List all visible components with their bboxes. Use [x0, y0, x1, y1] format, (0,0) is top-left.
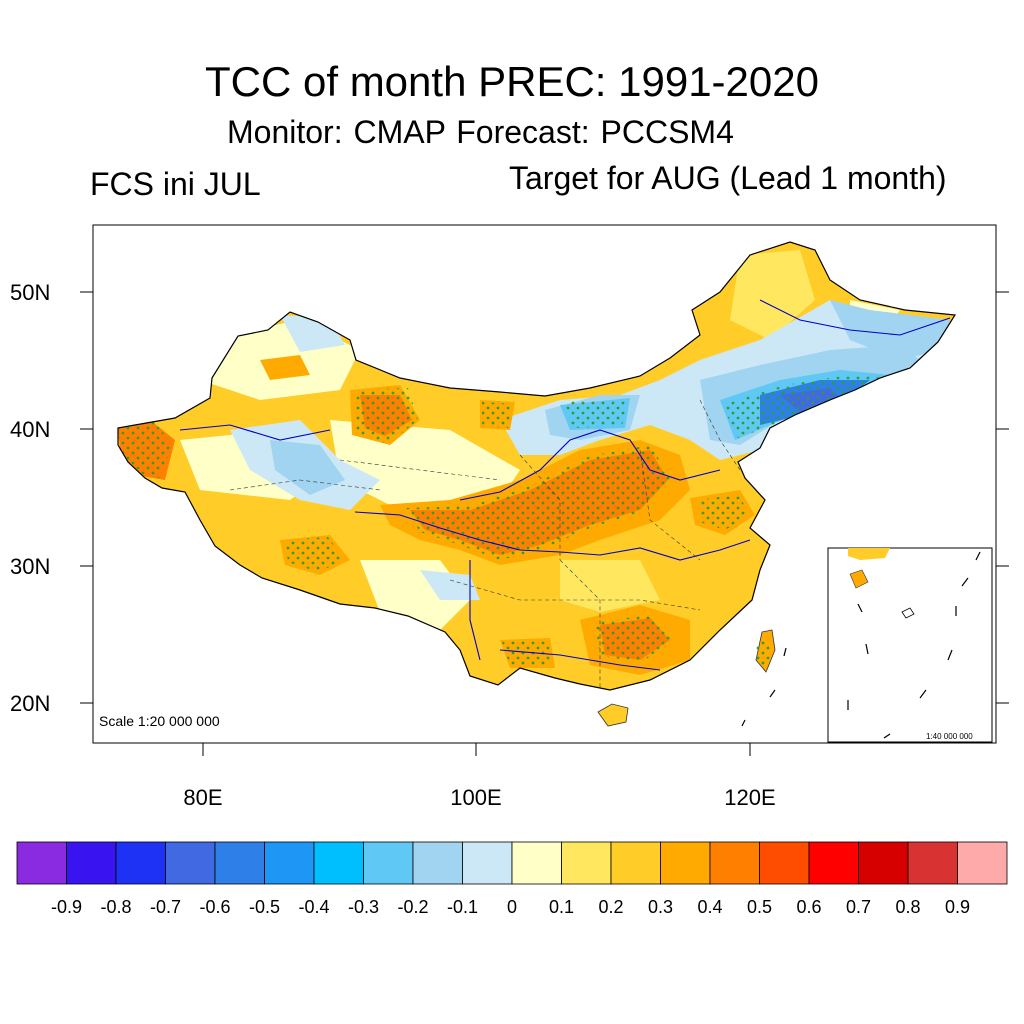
colorbar-tick-label: -0.3: [347, 897, 380, 917]
colorbar-swatch: [858, 841, 909, 885]
colorbar-tick-label: -0.7: [149, 897, 182, 917]
province-boundaries: [229, 399, 741, 690]
field-patch: [260, 355, 310, 380]
target-label: Target for AUG (Lead 1 month): [509, 160, 947, 196]
colorbar-swatch: [561, 841, 612, 885]
colorbar-tick-label: -0.6: [199, 897, 231, 917]
national-boundary: [117, 241, 957, 691]
lat-label-50n: 50N: [10, 280, 50, 305]
colorbar-tick-label: -0.5: [248, 897, 281, 917]
lat-label-20n: 20N: [10, 691, 50, 716]
colorbar-tick-label: -0.1: [446, 897, 479, 917]
field-patch: [270, 440, 345, 495]
map-title: TCC of month PREC: 1991-2020: [205, 58, 819, 105]
colorbar-tick-label: 0.4: [697, 897, 723, 917]
colorbar: [16, 841, 1008, 885]
colorbar-tick-label: 0.5: [746, 897, 773, 917]
colorbar-swatch: [462, 841, 513, 885]
colorbar-swatch: [264, 841, 315, 885]
colorbar-tick-label: 0.8: [895, 897, 921, 917]
initialization-label: FCS ini JUL: [90, 166, 261, 202]
colorbar-tick-label: 0.1: [548, 897, 575, 917]
scale-label: Scale 1:20 000 000: [99, 713, 220, 729]
colorbar-swatch: [66, 841, 117, 885]
colorbar-swatch: [759, 841, 810, 885]
axis-ticks: [80, 291, 1009, 756]
colorbar-swatch: [165, 841, 216, 885]
field-patch: [560, 560, 660, 612]
map-subtitle: Monitor: CMAP Forecast: PCCSM4: [227, 114, 734, 150]
south-china-sea-inset: 1:40 000 000: [827, 547, 993, 743]
colorbar-swatch: [313, 841, 364, 885]
colorbar-tick-label: 0.7: [845, 897, 872, 917]
colorbar-swatch: [115, 841, 166, 885]
colorbar-tick-label: 0: [506, 897, 518, 917]
colorbar-swatch: [363, 841, 414, 885]
colorbar-swatch: [214, 841, 265, 885]
colorbar-tick-label: 0.6: [796, 897, 822, 917]
significance-stippling: [118, 375, 888, 666]
inset-scale-label: 1:40 000 000: [926, 732, 973, 741]
lon-label-120e: 120E: [724, 785, 775, 810]
field-patch: [330, 420, 520, 510]
taiwan-stipple: [756, 640, 770, 666]
lat-label-30n: 30N: [10, 554, 50, 579]
colorbar-tick-label: -0.2: [397, 897, 429, 917]
colorbar-tick-label: -0.8: [100, 897, 132, 917]
colorbar-swatch: [660, 841, 711, 885]
hainan-island: [597, 703, 629, 727]
colorbar-swatch: [709, 841, 760, 885]
field-patch: [830, 300, 950, 360]
rivers: [179, 299, 951, 671]
island-marks: [741, 647, 787, 727]
field-patch: [730, 250, 815, 340]
colorbar-swatch: [907, 841, 958, 885]
colorbar-tick-label: -0.4: [298, 897, 330, 917]
colorbar-swatch: [957, 841, 1008, 885]
field-patch: [420, 570, 480, 600]
colorbar-tick-label: -0.9: [50, 897, 83, 917]
colorbar-swatch: [808, 841, 859, 885]
lon-label-100e: 100E: [450, 785, 501, 810]
colorbar-swatch: [412, 841, 463, 885]
colorbar-tick-label: 0.3: [647, 897, 674, 917]
colorbar-tick-label: 0.9: [944, 897, 971, 917]
colorbar-swatch: [511, 841, 562, 885]
colorbar-swatch: [610, 841, 661, 885]
lon-label-80e: 80E: [183, 785, 222, 810]
colorbar-tick-label: 0.2: [598, 897, 624, 917]
lat-label-40n: 40N: [10, 417, 50, 442]
colorbar-swatch: [16, 841, 67, 885]
